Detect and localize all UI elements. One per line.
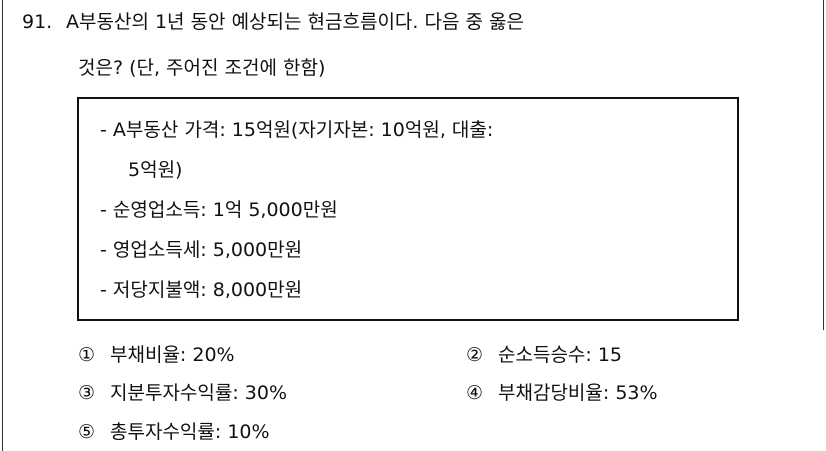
question-stem: 것은? (단, 주어진 조건에 한함): [78, 57, 326, 79]
condition-line: - 순영업소득: 1억 5,000만원: [100, 199, 338, 221]
option-marker: ①: [78, 344, 96, 366]
option-marker: ②: [466, 344, 484, 366]
option-marker: ③: [78, 382, 96, 404]
question-number: 91.: [22, 11, 53, 33]
condition-line: 5억원): [128, 159, 183, 181]
option-marker: ⑤: [78, 421, 96, 443]
option-text: 순소득승수: 15: [498, 344, 623, 366]
question-stem: A부동산의 1년 동안 예상되는 현금흐름이다. 다음 중 옳은: [66, 11, 524, 33]
condition-line: - 저당지불액: 8,000만원: [100, 279, 303, 301]
option-text: 부채비율: 20%: [110, 344, 235, 366]
option-text: 지분투자수익률: 30%: [110, 382, 288, 404]
right-border: [823, 0, 824, 330]
option-text: 총투자수익률: 10%: [110, 421, 270, 443]
left-border: [2, 0, 3, 451]
condition-line: - A부동산 가격: 15억원(자기자본: 10억원, 대출:: [100, 119, 494, 141]
option-marker: ④: [466, 382, 484, 404]
option-text: 부채감당비율: 53%: [498, 382, 658, 404]
condition-line: - 영업소득세: 5,000만원: [100, 239, 303, 261]
condition-box: [77, 97, 739, 321]
